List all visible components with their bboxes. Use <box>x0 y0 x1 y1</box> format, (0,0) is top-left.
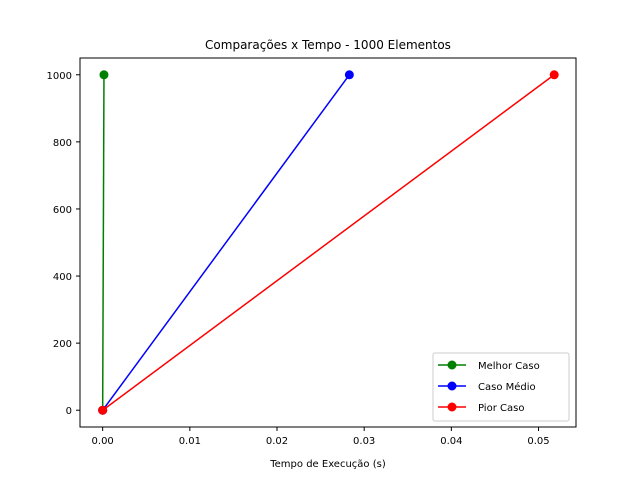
series-line <box>102 74 555 411</box>
legend-swatch-marker <box>447 402 457 412</box>
legend-label: Melhor Caso <box>478 361 540 372</box>
y-tick-label: 0 <box>66 406 72 417</box>
x-axis-ticks: 0.00 0.01 0.02 0.03 0.04 0.05 <box>92 427 550 447</box>
y-tick-label: 1000 <box>47 71 72 82</box>
y-tick-label: 400 <box>53 272 72 283</box>
plot-area-frame <box>79 57 577 428</box>
series-line <box>102 74 350 411</box>
y-tick-label: 800 <box>53 138 72 149</box>
legend: Melhor Caso Caso Médio Pior Caso <box>432 352 570 422</box>
legend-box <box>432 352 570 422</box>
series-line <box>101 74 105 411</box>
x-tick-label: 0.01 <box>179 436 201 447</box>
legend-label: Caso Médio <box>478 381 536 393</box>
x-tick-label: 0.00 <box>92 436 114 447</box>
y-axis-ticks: 0 200 400 600 800 1000 <box>47 71 80 417</box>
x-tick-label: 0.04 <box>440 436 462 447</box>
chart-title: Comparações x Tempo - 1000 Elementos <box>205 38 451 52</box>
x-tick-label: 0.02 <box>266 436 288 447</box>
legend-swatch-marker <box>447 360 457 370</box>
series-point <box>99 70 109 80</box>
x-tick-label: 0.05 <box>527 436 549 447</box>
series-point <box>98 405 108 415</box>
y-tick-label: 200 <box>53 339 72 350</box>
legend-label: Pior Caso <box>478 403 524 414</box>
x-tick-label: 0.03 <box>353 436 375 447</box>
series-point <box>549 70 559 80</box>
y-tick-label: 600 <box>53 205 72 216</box>
x-axis-label: Tempo de Execução (s) <box>269 459 386 470</box>
plot-marks <box>98 70 559 415</box>
legend-swatch-marker <box>447 381 457 391</box>
series-point <box>344 70 354 80</box>
